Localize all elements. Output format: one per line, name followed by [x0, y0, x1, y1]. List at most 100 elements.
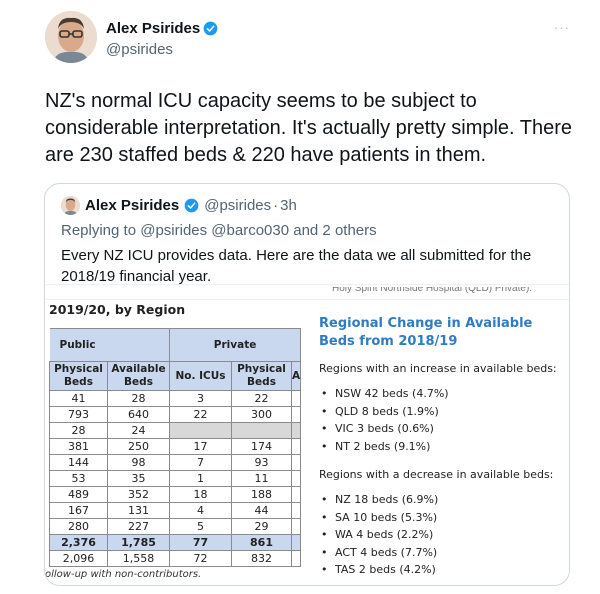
table-row: 489 352 18 188	[49, 486, 302, 503]
table-row: 381 250 17 174	[49, 438, 302, 455]
cell: 7	[169, 454, 232, 471]
cell	[290, 502, 302, 519]
cell: 93	[231, 454, 292, 471]
cell: 28	[107, 390, 170, 407]
list-item: TAS 2 beds (4.2%)	[319, 561, 569, 579]
cell: 22	[231, 390, 292, 407]
quoted-tweet[interactable]: Alex Psirides @psirides · 3h Replying to @…	[44, 183, 570, 586]
increase-label: Regions with an increase in available be…	[319, 362, 557, 375]
cell: 300	[231, 406, 292, 423]
avatar[interactable]	[45, 11, 97, 63]
total-row: 2,376 1,785 77 861	[49, 534, 302, 551]
cell: 250	[107, 438, 170, 455]
cell: 28	[49, 422, 108, 439]
cell: 17	[169, 438, 232, 455]
quoted-avatar	[61, 196, 80, 215]
list-item: QLD 8 beds (1.9%)	[319, 403, 569, 421]
cell: 22	[169, 406, 232, 423]
cell: 167	[49, 502, 108, 519]
cell: 793	[49, 406, 108, 423]
cell-blank	[169, 422, 232, 439]
author-name-text: Alex Psirides	[106, 20, 201, 37]
regional-change-panel: Regional Change in Available Beds from 2…	[319, 315, 569, 579]
list-item: NT 2 beds (9.1%)	[319, 438, 569, 456]
group-header-private: Private	[168, 328, 302, 362]
list-item: NSW 42 beds (4.7%)	[319, 385, 569, 403]
table-row: 144 98 7 93	[49, 454, 302, 471]
list-item: NZ 18 beds (6.9%)	[319, 491, 569, 509]
cell: 832	[231, 550, 292, 567]
author-handle[interactable]: @psirides	[106, 41, 173, 58]
quoted-tweet-header: Alex Psirides @psirides · 3h	[61, 196, 297, 215]
cell	[290, 518, 302, 535]
cell: 18	[169, 486, 232, 503]
cell	[290, 390, 302, 407]
decrease-label: Regions with a decrease in available bed…	[319, 468, 554, 481]
verified-badge-icon	[203, 21, 218, 36]
author-name[interactable]: Alex Psirides	[106, 20, 218, 37]
column-header: Physical Beds	[231, 361, 292, 391]
quoted-author-name: Alex Psirides	[85, 197, 180, 214]
cell	[290, 406, 302, 423]
cell: 280	[49, 518, 108, 535]
panel-title: Regional Change in Available Beds from 2…	[319, 316, 533, 349]
cell	[290, 470, 302, 487]
cell: 4	[169, 502, 232, 519]
cell: 24	[107, 422, 170, 439]
cell: 3	[169, 390, 232, 407]
cell: 77	[169, 534, 232, 551]
cell-blank	[231, 422, 292, 439]
quoted-timestamp: 3h	[280, 197, 297, 214]
quoted-tweet-image[interactable]: Holy Spirit Northside Hospital (QLD) Pri…	[45, 284, 569, 585]
cell: 640	[107, 406, 170, 423]
tweet-header: Alex Psirides @psirides ···	[45, 11, 580, 65]
cell: 131	[107, 502, 170, 519]
verified-badge-icon	[184, 198, 199, 213]
cell: 144	[49, 454, 108, 471]
table-row: 41 28 3 22	[49, 390, 302, 407]
cell: 489	[49, 486, 108, 503]
cell	[290, 550, 302, 567]
increase-list: NSW 42 beds (4.7%) QLD 8 beds (1.9%) VIC…	[319, 385, 569, 455]
table-row: 793 640 22 300	[49, 406, 302, 423]
cell: 2,376	[49, 534, 108, 551]
list-item: WA 4 beds (2.2%)	[319, 526, 569, 544]
cell: 72	[169, 550, 232, 567]
cell	[290, 438, 302, 455]
cell: 5	[169, 518, 232, 535]
avatar-photo-icon	[45, 11, 97, 63]
cell	[290, 486, 302, 503]
avatar-photo-icon	[61, 196, 80, 215]
cell: 41	[49, 390, 108, 407]
icu-beds-table: Public Private Physical Beds Available B…	[49, 328, 302, 567]
cell: 352	[107, 486, 170, 503]
cell: 35	[107, 470, 170, 487]
divider	[45, 299, 569, 300]
cell: 174	[231, 438, 292, 455]
cell: 1,785	[107, 534, 170, 551]
cell: 1	[169, 470, 232, 487]
list-item: ACT 4 beds (7.7%)	[319, 544, 569, 562]
cut-off-document-text: Holy Spirit Northside Hospital (QLD) Pri…	[332, 287, 533, 294]
table-footnote: ollow-up with non-contributors.	[45, 569, 202, 580]
group-header-public: Public	[49, 328, 170, 362]
list-item: SA 10 beds (5.3%)	[319, 509, 569, 527]
column-header: Physical Beds	[49, 361, 108, 391]
cell-blank	[290, 422, 302, 439]
prior-year-row: 2,096 1,558 72 832	[49, 550, 302, 567]
more-options-icon[interactable]: ···	[554, 20, 570, 35]
cell: 44	[231, 502, 292, 519]
column-header: A	[290, 361, 302, 391]
cell: 227	[107, 518, 170, 535]
cell: 381	[49, 438, 108, 455]
cell: 53	[49, 470, 108, 487]
cell: 2,096	[49, 550, 108, 567]
cell: 11	[231, 470, 292, 487]
column-header: No. ICUs	[169, 361, 232, 391]
list-item: VIC 3 beds (0.6%)	[319, 420, 569, 438]
table-row: 53 35 1 11	[49, 470, 302, 487]
table-row: 167 131 4 44	[49, 502, 302, 519]
cell: 98	[107, 454, 170, 471]
column-header: Available Beds	[107, 361, 170, 391]
cell: 29	[231, 518, 292, 535]
